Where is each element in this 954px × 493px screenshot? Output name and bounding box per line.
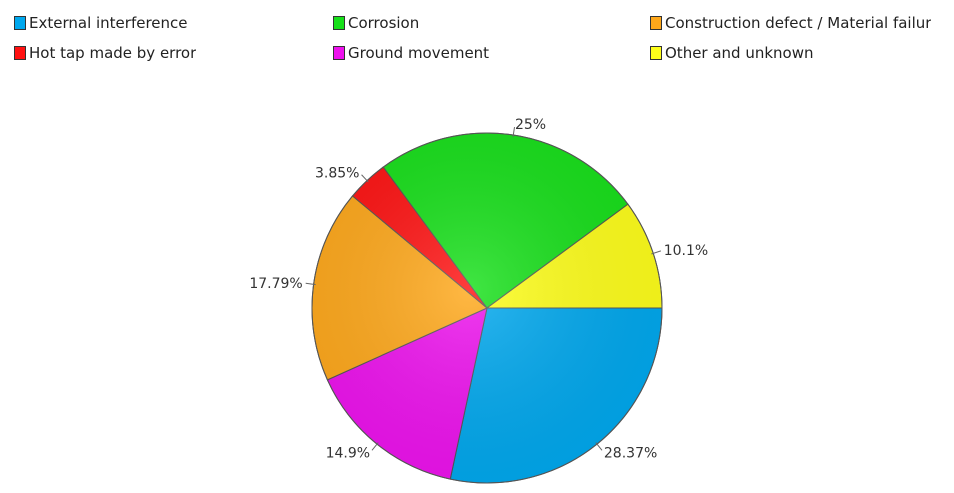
legend-item-other-unknown: Other and unknown: [650, 43, 814, 63]
pie-leader-line: [651, 250, 662, 255]
legend-label: Other and unknown: [665, 44, 814, 62]
pie-data-label: 25%: [515, 117, 546, 133]
legend-item-external-interference: External interference: [14, 13, 188, 33]
pie-leader-line: [305, 282, 316, 286]
pie-labels: 28.37% 14.9% 17.79% 3.85% 25% 10.1%: [249, 117, 708, 462]
legend-swatch: [333, 16, 345, 30]
legend-item-ground-movement: Ground movement: [333, 43, 489, 63]
pie-leader-line: [371, 442, 379, 451]
legend-item-corrosion: Corrosion: [333, 13, 419, 33]
legend-swatch: [650, 46, 662, 60]
legend-swatch: [650, 16, 662, 30]
pie-leader-line: [361, 174, 369, 183]
legend-label: Hot tap made by error: [29, 44, 197, 62]
legend-label: Construction defect / Material failur: [665, 14, 932, 32]
pie-leader-line: [595, 442, 603, 451]
legend-label: Ground movement: [348, 44, 490, 62]
pie-data-label: 14.9%: [326, 446, 370, 462]
pie-data-label: 17.79%: [249, 276, 302, 292]
pie-data-label: 3.85%: [315, 166, 359, 182]
legend-swatch: [14, 46, 26, 60]
legend-label: Corrosion: [348, 14, 420, 32]
pie-leader-line: [512, 127, 516, 138]
legend-swatch: [333, 46, 345, 60]
legend-label: External interference: [29, 14, 188, 32]
pie-data-label: 10.1%: [664, 243, 708, 259]
pie-outline: [311, 132, 663, 484]
legend-swatch: [14, 16, 26, 30]
chart-legend: External interference Corrosion Construc…: [0, 0, 954, 80]
legend-item-construction-defect: Construction defect / Material failur: [650, 13, 931, 33]
legend-item-hot-tap: Hot tap made by error: [14, 43, 196, 63]
pie-data-label: 28.37%: [604, 446, 657, 462]
